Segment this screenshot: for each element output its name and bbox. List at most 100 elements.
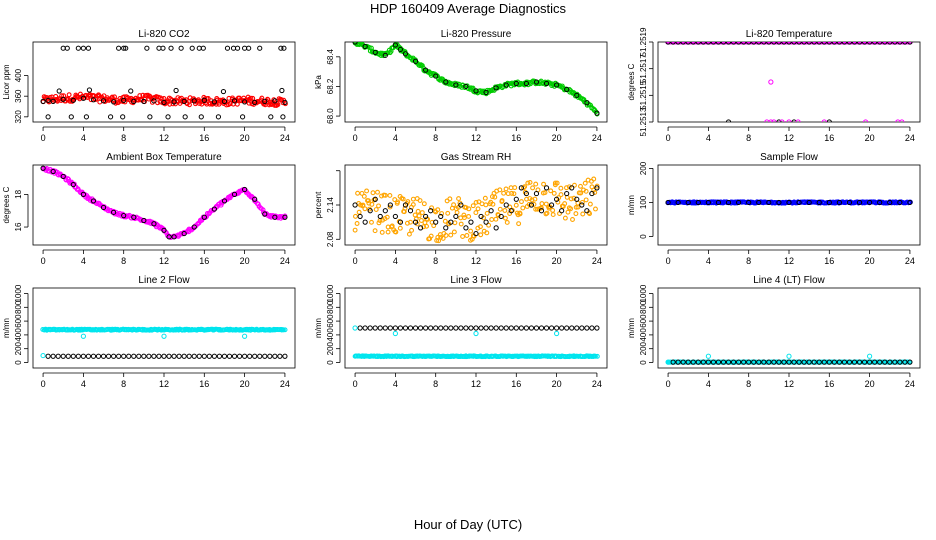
data-point [412,219,419,225]
data-point [851,359,858,365]
data-point [593,353,598,359]
data-point [231,98,238,104]
data-point [176,353,182,359]
data-point [282,99,288,105]
data-point [392,325,398,331]
data-point [594,185,600,191]
y-tick-label: 200 [639,161,648,175]
x-tick-label: 16 [199,256,209,266]
data-point [221,98,228,104]
data-point [372,228,378,234]
data-point [40,98,46,104]
data-point [578,190,584,196]
data-point [453,325,459,331]
data-point [582,180,588,186]
data-point [458,221,464,227]
data-point [86,87,93,93]
data-point [791,42,797,45]
y-tick-label: 100 [639,195,648,209]
data-point [566,87,572,92]
data-point [387,192,393,198]
data-point [575,204,581,210]
data-point [558,192,564,198]
data-point [551,190,557,196]
y-axis-label: degrees C [2,186,11,223]
data-point [877,42,883,45]
x-tick-label: 20 [552,133,562,143]
data-point [443,232,449,238]
chart-title: Li-820 CO2 [138,29,190,40]
data-point [831,42,837,45]
data-point [362,325,368,331]
data-point [131,98,137,104]
data-point [568,196,574,202]
plot-marks [352,42,600,117]
data-point [66,176,72,182]
data-point [525,180,531,186]
data-point [161,333,167,339]
data-point [493,85,499,91]
data-point [569,325,575,331]
data-point [447,196,453,202]
data-point [121,97,127,103]
data-point [821,42,827,45]
data-point [451,229,457,235]
series-base [666,359,913,365]
chart-panel-6: Sample Flow 0 4 8 12 16 20 24 0 100 200 m/mn [627,152,921,266]
data-point [503,202,509,208]
data-point [400,196,406,202]
data-point [543,185,550,191]
data-point [786,199,792,206]
data-point [45,353,51,359]
data-point [579,325,585,331]
data-point [594,325,600,331]
data-point [156,353,162,359]
chart-title: Li-820 Temperature [746,29,833,40]
data-point [680,42,686,45]
x-tick-label: 0 [666,379,671,389]
data-point [786,42,792,45]
data-point [831,359,837,365]
data-point [867,42,873,45]
data-point [517,211,523,217]
chart-panel-9: Line 4 (LT) Flow 0 4 8 12 16 20 24 0 200400600800… [627,275,921,389]
x-tick-label: 12 [471,256,481,266]
data-point [713,42,719,45]
data-point [65,353,71,359]
data-point [530,185,536,191]
data-point [725,119,732,122]
data-point [725,42,732,45]
data-point [60,173,66,180]
data-point [392,213,398,220]
x-tick-label: 0 [666,133,671,143]
data-point [821,359,827,365]
data-point [359,190,365,196]
data-point [516,221,522,227]
data-point [736,359,742,365]
data-point [364,188,370,194]
y-axis-label: Licor ppm [2,64,11,99]
data-point [412,212,418,218]
data-point [412,325,419,331]
data-point [902,42,908,45]
data-point [897,199,903,206]
data-point [512,185,518,191]
data-point [439,211,445,216]
y-tick-label: 400 [326,328,335,342]
data-point [136,353,142,359]
data-point [252,353,258,359]
data-point [50,98,56,104]
x-tick-label: 16 [824,379,834,389]
series-average [40,95,288,105]
data-point [887,359,893,365]
data-point [511,191,517,197]
data-point [723,42,729,45]
data-point [215,114,222,120]
data-point [756,359,762,365]
data-point [458,202,464,208]
data-point [271,97,277,103]
data-point [902,359,908,365]
data-point [705,42,711,45]
data-point [234,45,241,51]
data-point [70,181,76,188]
